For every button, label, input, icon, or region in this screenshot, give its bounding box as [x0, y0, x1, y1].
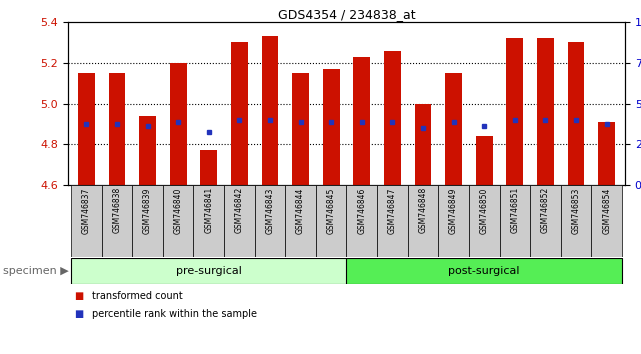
Bar: [201, 150, 217, 185]
Text: GSM746852: GSM746852: [541, 187, 550, 233]
Text: GSM746839: GSM746839: [143, 187, 152, 234]
Bar: [254, 185, 285, 257]
Text: GSM746843: GSM746843: [265, 187, 274, 234]
Text: GSM746838: GSM746838: [112, 187, 121, 233]
Text: ■: ■: [74, 291, 84, 301]
Bar: [139, 116, 156, 185]
Bar: [384, 51, 401, 185]
Bar: [469, 185, 499, 257]
Text: pre-surgical: pre-surgical: [176, 266, 242, 276]
Bar: [476, 136, 493, 185]
Bar: [415, 103, 431, 185]
Text: GSM746841: GSM746841: [204, 187, 213, 233]
Bar: [561, 185, 592, 257]
Text: GSM746846: GSM746846: [357, 187, 366, 234]
Text: percentile rank within the sample: percentile rank within the sample: [92, 309, 257, 319]
Bar: [323, 69, 340, 185]
Text: GSM746844: GSM746844: [296, 187, 305, 234]
Bar: [408, 185, 438, 257]
Bar: [292, 73, 309, 185]
Bar: [347, 258, 622, 284]
Bar: [377, 185, 408, 257]
Bar: [78, 73, 95, 185]
Bar: [353, 57, 370, 185]
Bar: [71, 258, 347, 284]
Bar: [132, 185, 163, 257]
Text: GSM746854: GSM746854: [602, 187, 611, 234]
Text: ■: ■: [74, 309, 84, 319]
Text: GSM746840: GSM746840: [174, 187, 183, 234]
Bar: [568, 42, 585, 185]
Text: GSM746837: GSM746837: [82, 187, 91, 234]
Bar: [530, 185, 561, 257]
Bar: [438, 185, 469, 257]
Bar: [102, 185, 132, 257]
Bar: [262, 36, 278, 185]
Bar: [163, 185, 194, 257]
Text: GSM746848: GSM746848: [419, 187, 428, 233]
Bar: [347, 185, 377, 257]
Text: GSM746853: GSM746853: [572, 187, 581, 234]
Bar: [108, 73, 126, 185]
Text: GSM746842: GSM746842: [235, 187, 244, 233]
Bar: [316, 185, 347, 257]
Bar: [592, 185, 622, 257]
Text: GSM746847: GSM746847: [388, 187, 397, 234]
Text: specimen ▶: specimen ▶: [3, 266, 69, 276]
Text: GSM746850: GSM746850: [479, 187, 488, 234]
Bar: [71, 185, 102, 257]
Bar: [194, 185, 224, 257]
Text: post-surgical: post-surgical: [449, 266, 520, 276]
Bar: [537, 38, 554, 185]
Bar: [499, 185, 530, 257]
Bar: [506, 38, 523, 185]
Text: transformed count: transformed count: [92, 291, 183, 301]
Bar: [231, 42, 248, 185]
Bar: [170, 63, 187, 185]
Text: GDS4354 / 234838_at: GDS4354 / 234838_at: [278, 8, 415, 21]
Bar: [598, 122, 615, 185]
Text: GSM746851: GSM746851: [510, 187, 519, 233]
Bar: [224, 185, 254, 257]
Text: GSM746849: GSM746849: [449, 187, 458, 234]
Bar: [285, 185, 316, 257]
Text: GSM746845: GSM746845: [327, 187, 336, 234]
Bar: [445, 73, 462, 185]
